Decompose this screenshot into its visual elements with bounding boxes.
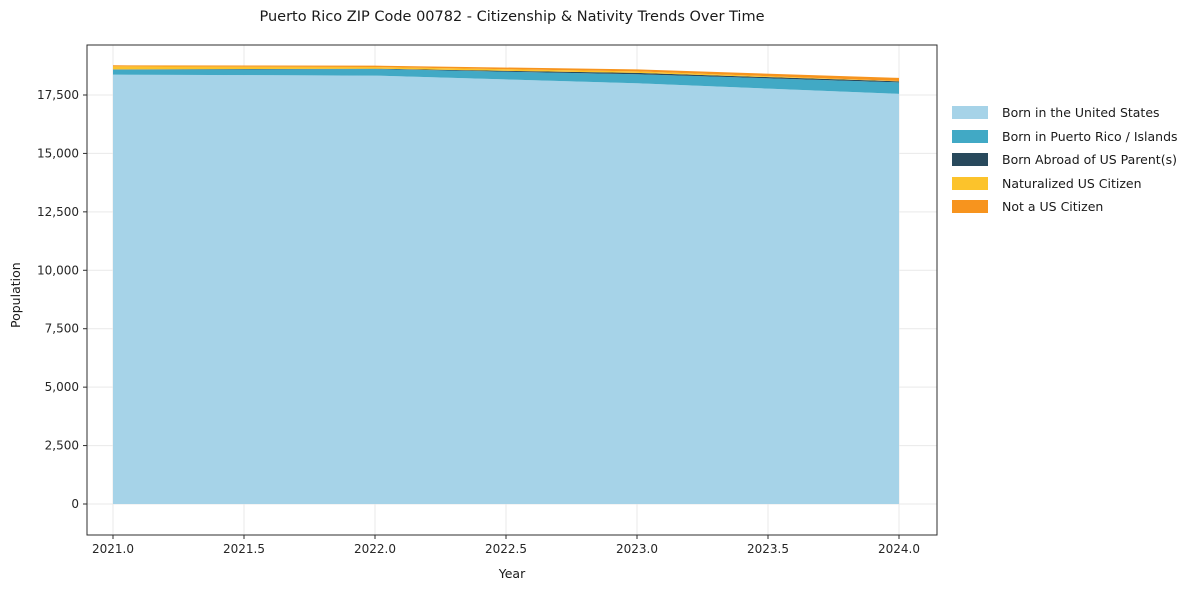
- legend-swatch: [952, 153, 988, 167]
- x-tick-label: 2021.0: [92, 542, 134, 556]
- legend-swatch: [952, 200, 988, 214]
- x-axis-label: Year: [498, 566, 526, 581]
- area-born-abroad-of-us-parent-s-: [113, 68, 899, 83]
- area-born-in-the-united-states: [113, 74, 899, 504]
- y-tick-label: 0: [71, 497, 79, 511]
- y-tick-label: 2,500: [45, 439, 79, 453]
- legend-label: Born in the United States: [1002, 105, 1160, 121]
- area-not-a-us-citizen: [113, 65, 899, 81]
- y-axis-label: Population: [8, 262, 23, 328]
- x-tick-label: 2023.5: [747, 542, 789, 556]
- y-tick-label: 15,000: [37, 146, 79, 160]
- y-tick-label: 10,000: [37, 263, 79, 277]
- legend-item: Not a US Citizen: [952, 195, 1178, 219]
- x-tick-label: 2024.0: [878, 542, 920, 556]
- legend-item: Born in the United States: [952, 101, 1178, 125]
- legend-swatch: [952, 176, 988, 190]
- area-born-in-puerto-rico-islands: [113, 69, 899, 94]
- y-tick-label: 7,500: [45, 322, 79, 336]
- x-tick-label: 2022.5: [485, 542, 527, 556]
- x-tick-label: 2021.5: [223, 542, 265, 556]
- legend-label: Born in Puerto Rico / Islands: [1002, 128, 1178, 144]
- area-naturalized-us-citizen: [113, 66, 899, 82]
- legend-item: Born Abroad of US Parent(s): [952, 148, 1178, 172]
- legend-label: Born Abroad of US Parent(s): [1002, 152, 1177, 168]
- x-tick-label: 2023.0: [616, 542, 658, 556]
- legend-swatch: [952, 106, 988, 120]
- legend: Born in the United States Born in Puerto…: [952, 101, 1178, 219]
- y-tick-label: 5,000: [45, 380, 79, 394]
- legend-item: Naturalized US Citizen: [952, 172, 1178, 196]
- legend-swatch: [952, 129, 988, 143]
- chart-title: Puerto Rico ZIP Code 00782 - Citizenship…: [259, 9, 765, 25]
- y-tick-label: 12,500: [37, 205, 79, 219]
- x-tick-label: 2022.0: [354, 542, 396, 556]
- legend-label: Not a US Citizen: [1002, 199, 1104, 215]
- legend-label: Naturalized US Citizen: [1002, 175, 1142, 191]
- y-tick-label: 17,500: [37, 88, 79, 102]
- legend-item: Born in Puerto Rico / Islands: [952, 125, 1178, 149]
- plot-border: [86, 44, 938, 536]
